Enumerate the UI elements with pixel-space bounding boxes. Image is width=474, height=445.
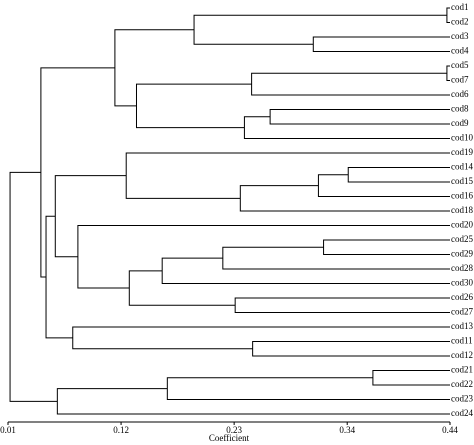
branch — [56, 388, 450, 415]
leaf-label: cod16 — [451, 191, 473, 201]
x-tick-label: 0.34 — [339, 425, 355, 435]
branch — [252, 341, 450, 357]
leaf-label: cod6 — [451, 89, 469, 99]
leaf-label: cod3 — [451, 31, 469, 41]
branch — [243, 116, 450, 139]
leaf-label: cod20 — [451, 220, 473, 230]
leaf-label: cod5 — [451, 60, 469, 70]
branch — [114, 29, 195, 107]
leaf-label: cod11 — [451, 336, 473, 346]
leaf-label: cod12 — [451, 350, 473, 360]
branch — [193, 14, 447, 45]
branch — [234, 297, 450, 313]
leaf-label: cod29 — [451, 249, 473, 259]
x-tick-label: 0.23 — [226, 425, 242, 435]
branch — [446, 65, 450, 81]
branch — [317, 174, 450, 197]
x-tick-label: 0.44 — [442, 425, 458, 435]
x-tick-label: 0.01 — [0, 425, 16, 435]
leaf-label: cod30 — [451, 278, 473, 288]
leaf-label: cod15 — [451, 176, 473, 186]
branch — [45, 215, 73, 339]
leaf-label: cod1 — [451, 2, 469, 12]
leaf-label: cod10 — [451, 133, 473, 143]
x-tick-label: 0.12 — [113, 425, 129, 435]
leaf-label: cod22 — [451, 379, 473, 389]
leaf-label: cod21 — [451, 365, 473, 375]
x-axis-label: Coefficient — [209, 433, 250, 443]
branch — [446, 7, 450, 23]
leaf-label: cod9 — [451, 118, 469, 128]
branch — [347, 167, 450, 183]
leaf-label: cod8 — [451, 104, 469, 114]
branch — [222, 246, 450, 270]
leaf-label: cod24 — [451, 408, 473, 418]
branch — [323, 239, 450, 255]
branch — [161, 257, 450, 284]
branch — [312, 36, 450, 52]
branch — [77, 225, 450, 289]
branch — [269, 109, 450, 125]
leaf-label: cod19 — [451, 147, 473, 157]
leaf-label: cod7 — [451, 75, 469, 85]
branch — [125, 152, 450, 199]
branch — [135, 83, 252, 129]
leaf-label: cod2 — [451, 17, 469, 27]
leaf-label: cod26 — [451, 292, 473, 302]
leaf-label: cod27 — [451, 307, 473, 317]
branch — [9, 171, 58, 402]
leaf-label: cod13 — [451, 321, 473, 331]
leaf-label: cod14 — [451, 162, 473, 172]
leaf-label: cod28 — [451, 263, 473, 273]
leaf-label: cod25 — [451, 234, 473, 244]
branch — [251, 72, 450, 96]
branch — [128, 270, 236, 306]
branch — [54, 175, 127, 258]
branch — [72, 326, 450, 350]
branch — [372, 370, 450, 386]
leaf-label: cod18 — [451, 205, 473, 215]
leaf-label: cod4 — [451, 46, 469, 56]
branch — [239, 185, 450, 212]
leaf-label: cod23 — [451, 394, 473, 404]
branch — [166, 377, 450, 400]
